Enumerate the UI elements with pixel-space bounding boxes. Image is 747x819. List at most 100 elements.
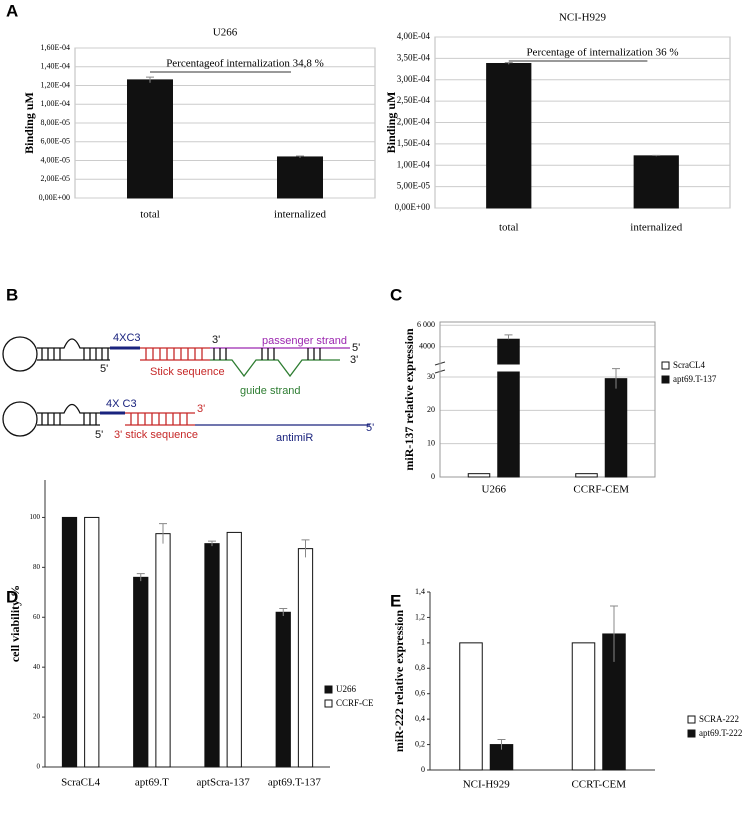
x-tick-label: CCRT-CEM — [571, 779, 626, 791]
bar — [467, 473, 491, 478]
y-tick-label: 20 — [33, 713, 41, 721]
legend-label: CCRF-CE — [336, 698, 374, 708]
legend-label: SCRA-222 — [699, 714, 739, 724]
y-tick-label: 0,4 — [415, 714, 425, 723]
error-bar — [504, 334, 513, 340]
error-bar — [652, 154, 661, 157]
error-bar — [146, 76, 154, 83]
annotation: Percentage of internalization 36 % — [526, 47, 678, 59]
error-bar — [497, 738, 506, 750]
legend-label: ScraCL4 — [673, 360, 705, 370]
x-tick-label: U266 — [482, 484, 507, 496]
diagram-label: Stick sequence — [150, 366, 225, 378]
legend-swatch — [687, 715, 696, 724]
bar — [575, 473, 598, 478]
diagram-label: 5' — [95, 429, 103, 441]
y-tick-label: 4,00E-04 — [397, 31, 431, 41]
x-tick-label: CCRF-CEM — [573, 484, 629, 496]
diagram-label: 3' stick sequence — [114, 429, 198, 441]
y-axis-label: Binding uM — [22, 92, 36, 154]
bar — [497, 371, 520, 478]
bar — [127, 79, 173, 199]
diagram-label: guide strand — [240, 385, 301, 397]
diagram-label: 3' — [197, 403, 205, 415]
error-bar — [610, 605, 618, 662]
diagram-label: 3' — [350, 354, 358, 366]
error-bar — [136, 573, 145, 582]
diagram — [2, 336, 370, 437]
diagram-label: 3' — [212, 334, 220, 346]
x-tick-label: internalized — [630, 222, 682, 234]
y-tick-label: 1,20E-04 — [40, 80, 70, 89]
bar — [226, 531, 242, 768]
y-tick-label: 1,60E-04 — [40, 43, 70, 52]
bar — [497, 338, 520, 365]
y-tick-label: 0,00E+00 — [395, 202, 431, 212]
y-tick-label: 4,00E-05 — [40, 155, 70, 164]
y-tick-label: 0,6 — [415, 689, 425, 698]
error-bar — [612, 368, 620, 389]
x-tick-label: internalized — [274, 209, 326, 221]
error-bar — [296, 155, 304, 158]
y-tick-label: 0 — [421, 765, 425, 774]
y-axis-label: miR-222 relative expression — [392, 610, 406, 753]
annotation: Percentageof internalization 34,8 % — [166, 58, 324, 70]
error-bar — [301, 539, 310, 558]
bar — [486, 63, 532, 209]
bar — [84, 516, 100, 768]
y-tick-label: 1,50E-04 — [397, 138, 431, 148]
legend-swatch — [687, 729, 696, 738]
y-tick-label: 20 — [427, 405, 435, 414]
y-tick-label: 8,00E-05 — [40, 118, 70, 127]
x-tick-label: apt69.T-137 — [268, 777, 322, 789]
diagram-label: passenger strand — [262, 335, 347, 347]
y-tick-label: 5,00E-05 — [397, 181, 431, 191]
error-bar — [159, 523, 167, 544]
diagram-label: antimiR — [276, 432, 313, 444]
y-tick-label: 6,00E-05 — [40, 137, 70, 146]
legend-label: U266 — [336, 684, 356, 694]
error-bar — [504, 62, 513, 65]
y-axis-label: cell viability % — [8, 585, 22, 662]
bar — [604, 378, 628, 478]
x-tick-label: NCI-H929 — [463, 779, 511, 791]
x-tick-label: ScraCL4 — [61, 777, 101, 789]
diagram-label: 4X C3 — [106, 398, 137, 410]
legend-swatch — [661, 361, 670, 370]
y-tick-label: 3,50E-04 — [397, 52, 431, 62]
bar — [275, 611, 291, 768]
x-tick-label: apt69.T — [135, 777, 169, 789]
panel-letter: C — [390, 285, 402, 304]
bar — [277, 156, 323, 199]
panel-letter: E — [390, 591, 401, 610]
y-tick-label: 2,00E-04 — [397, 117, 431, 127]
y-tick-label: 0,00E+00 — [39, 193, 70, 202]
y-tick-label: 1 — [421, 638, 425, 647]
y-tick-label: 1,2 — [415, 612, 425, 621]
bar — [204, 543, 220, 768]
error-bar — [279, 608, 288, 617]
y-tick-label: 3,00E-04 — [397, 74, 431, 84]
legend-label: apt69.T-137 — [673, 374, 717, 384]
y-tick-label: 80 — [33, 563, 41, 571]
diagram-label: 5' — [100, 363, 108, 375]
plot-frame — [439, 321, 656, 478]
y-tick-label: 4000 — [419, 342, 435, 351]
y-tick-label: 1,00E-04 — [397, 159, 431, 169]
y-tick-label: 30 — [427, 372, 435, 381]
chart-title: NCI-H929 — [559, 12, 607, 24]
bar — [297, 548, 314, 768]
bar — [571, 642, 596, 771]
x-tick-label: total — [140, 209, 160, 221]
y-tick-label: 0 — [431, 472, 435, 481]
diagram-labels: 4XC3 3' passenger strand 5' 5' Stick seq… — [95, 332, 374, 444]
bar — [61, 516, 78, 768]
bar — [633, 155, 679, 209]
x-tick-label: aptScra-137 — [197, 777, 251, 789]
y-tick-label: 40 — [33, 663, 41, 671]
y-tick-label: 60 — [33, 613, 41, 621]
y-tick-label: 2,50E-04 — [397, 95, 431, 105]
bar — [133, 576, 149, 768]
y-tick-label: 1,4 — [415, 587, 425, 596]
